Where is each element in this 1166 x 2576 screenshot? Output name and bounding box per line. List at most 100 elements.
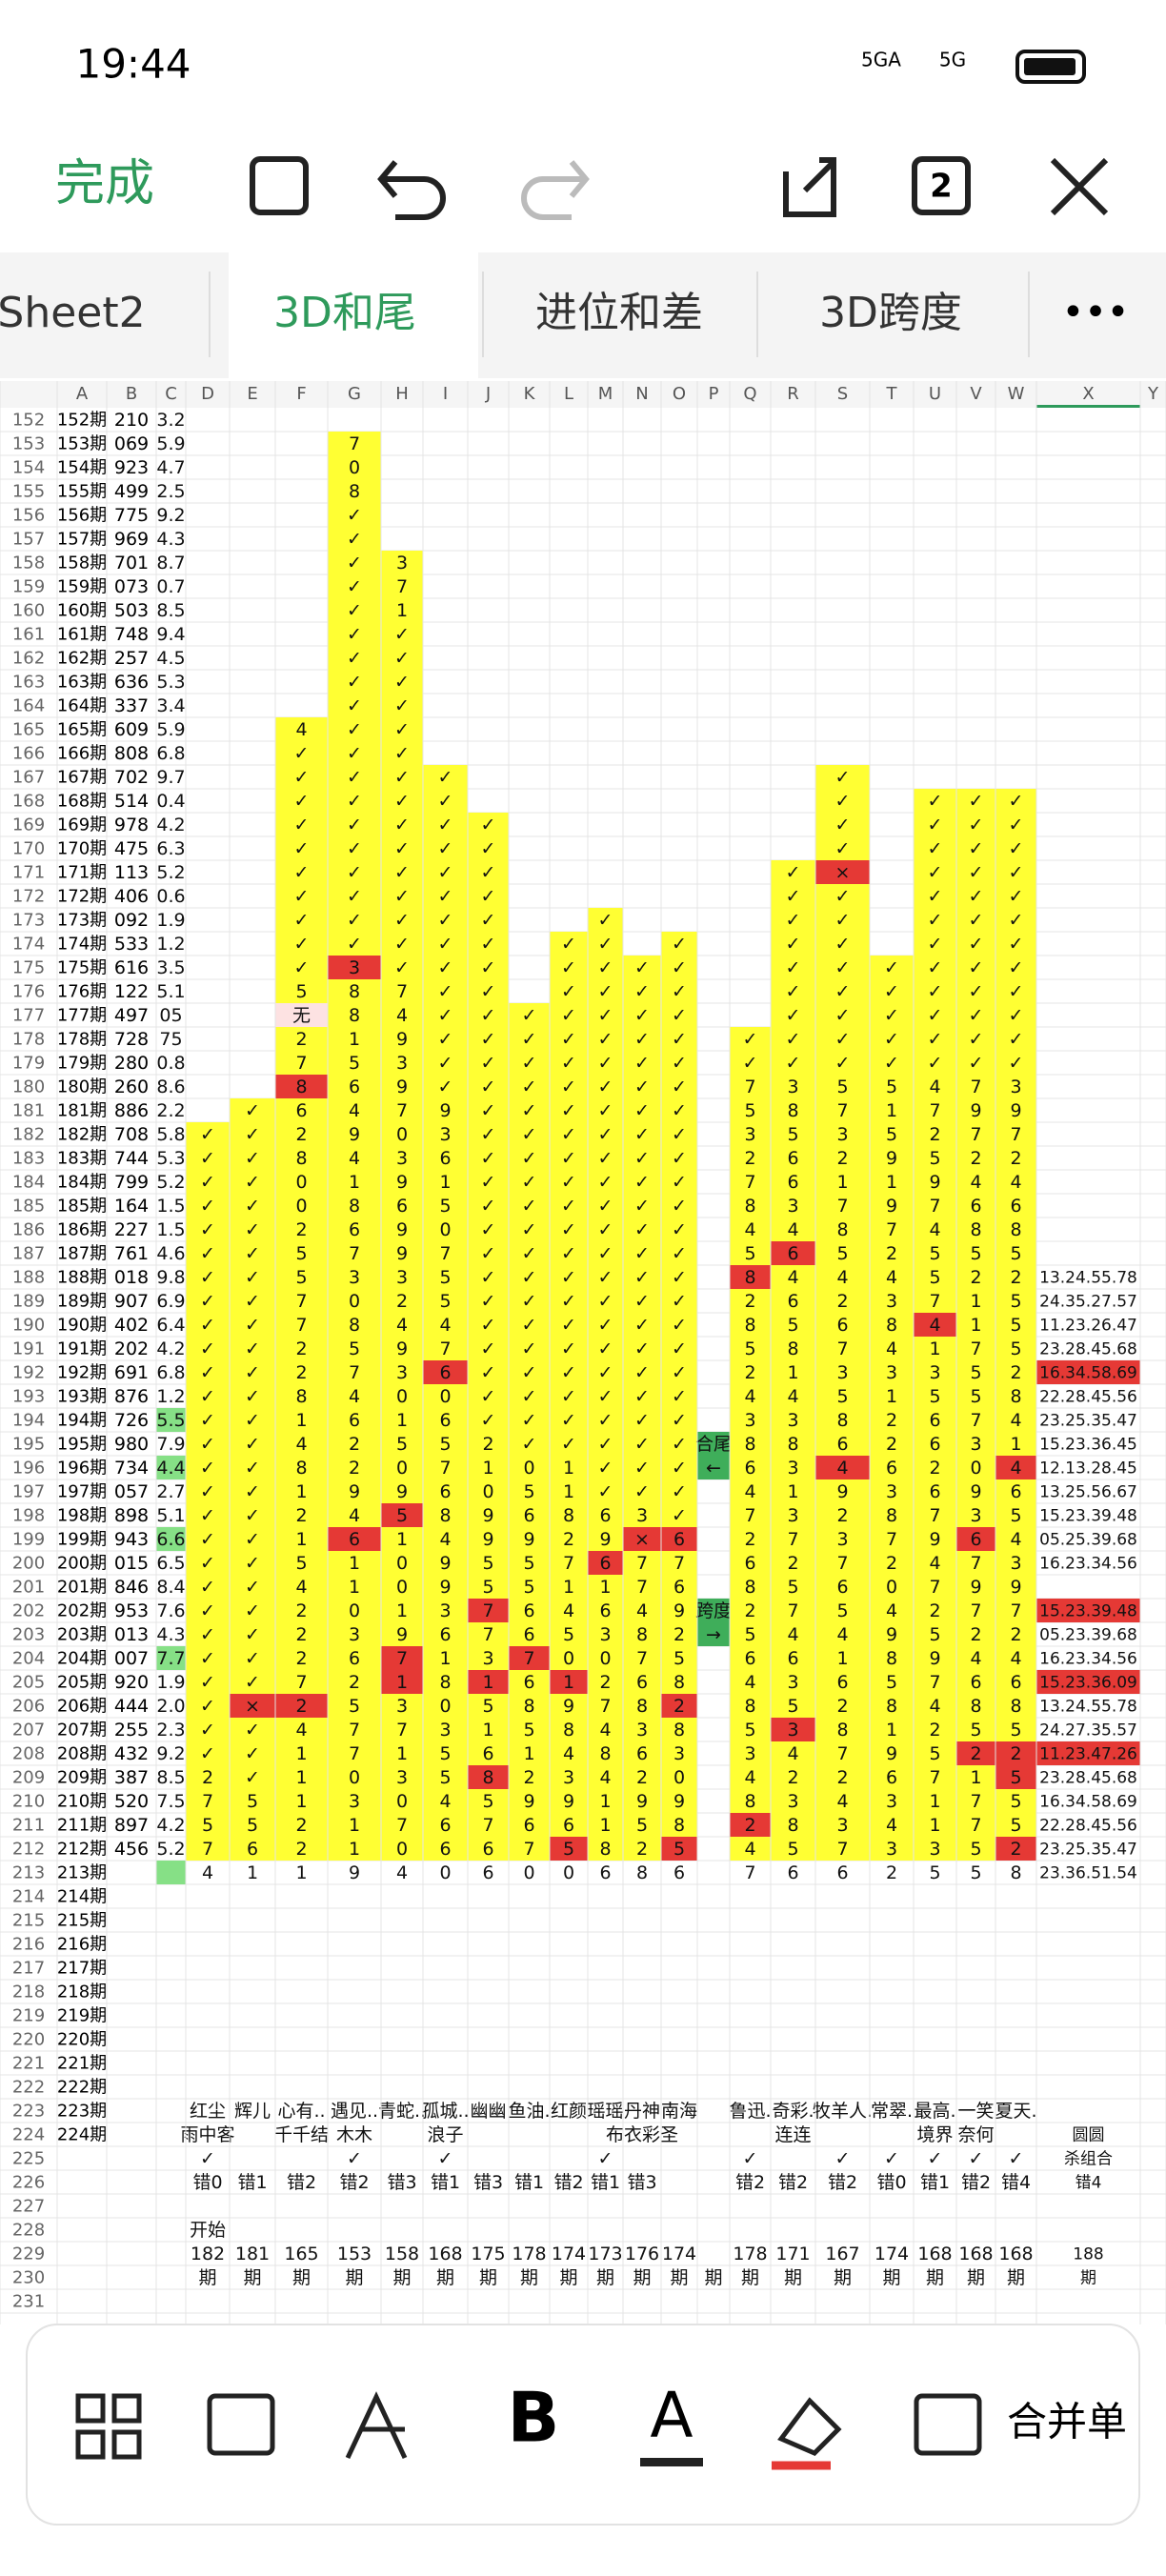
cell: 9 <box>929 1648 940 1669</box>
cell: 16.23.34.56 <box>1039 1650 1137 1669</box>
row-number: 184 <box>12 1173 45 1193</box>
cell: ✓ <box>672 1362 687 1383</box>
period: 181期 <box>57 1101 107 1121</box>
draw-number: 923 <box>114 457 149 478</box>
cell: 5 <box>523 1553 534 1574</box>
cell: 3 <box>396 1267 408 1288</box>
cell: 05.25.39.68 <box>1039 1531 1137 1550</box>
cell: ✓ <box>561 1148 576 1169</box>
cell: 0 <box>396 1386 408 1407</box>
row-number: 207 <box>12 1721 45 1741</box>
cell: 6 <box>599 1505 611 1526</box>
cell: 1 <box>295 1743 307 1764</box>
cell: 13.24.55.78 <box>1039 1269 1137 1288</box>
cell: 168 <box>958 2244 993 2264</box>
cell-fill <box>550 1027 588 1051</box>
cell: 2 <box>523 1767 534 1788</box>
cell: 178 <box>733 2244 767 2264</box>
cell-fill <box>381 860 423 884</box>
cell: ✓ <box>200 1148 215 1169</box>
cell: 2.5 <box>156 481 185 502</box>
cell: 8 <box>886 1315 897 1336</box>
cell: ✓ <box>598 1481 613 1502</box>
cell: 4 <box>744 1672 755 1693</box>
cell: 0 <box>396 1124 408 1145</box>
sheets-icon[interactable] <box>912 156 971 215</box>
cell: ✓ <box>522 1219 537 1240</box>
clock: 19:44 <box>75 41 191 88</box>
cell: ✓ <box>928 886 943 907</box>
cell: 22.28.45.56 <box>1039 1388 1137 1407</box>
cell: 4.6 <box>156 1243 185 1264</box>
cell-fill <box>423 1051 468 1075</box>
cell: 3 <box>836 1362 848 1383</box>
more-tabs[interactable]: ••• <box>1062 291 1130 334</box>
cell-fill <box>186 1122 230 1146</box>
share-icon[interactable] <box>783 157 836 217</box>
cell: 7 <box>836 1553 848 1574</box>
bold-button[interactable]: B <box>508 2378 560 2458</box>
cell: 5 <box>247 1791 258 1812</box>
cell: 6 <box>599 1862 611 1883</box>
cell: ✓ <box>835 838 851 859</box>
cell-fill <box>815 1075 870 1098</box>
cell: 最高. <box>914 2101 955 2122</box>
cell: 5 <box>1010 1505 1021 1526</box>
cell-fill <box>588 1122 623 1146</box>
cell-fill <box>956 1003 995 1027</box>
redo-icon[interactable] <box>521 160 590 220</box>
cell-fill <box>423 932 468 956</box>
cell: 圆圆 <box>1073 2126 1105 2145</box>
cell: 9 <box>349 1481 360 1502</box>
cell-fill <box>468 956 509 979</box>
row-number: 156 <box>12 506 45 526</box>
sheet-tab[interactable]: Sheet2 <box>0 289 146 337</box>
cell: ✓ <box>394 791 410 812</box>
cell: 期 <box>198 2267 216 2288</box>
cell: ✓ <box>394 767 410 788</box>
cell: 1 <box>886 1100 897 1121</box>
cell-fill <box>914 860 956 884</box>
cell: 7 <box>929 1767 940 1788</box>
cell: ✓ <box>928 815 943 835</box>
cell: 8 <box>744 1696 755 1717</box>
cell: 4 <box>886 1267 897 1288</box>
cell: 8 <box>523 1696 534 1717</box>
sheet-tab[interactable]: 3D和尾 <box>273 289 416 337</box>
cell: 6 <box>836 1862 848 1883</box>
cell: 8.5 <box>156 1767 185 1788</box>
cell: ✓ <box>294 910 310 931</box>
cell: 5 <box>396 1505 408 1526</box>
cell-fill <box>995 1075 1036 1098</box>
cell: ✓ <box>245 1196 260 1217</box>
cell: ✓ <box>245 1720 260 1741</box>
cell: 5.2 <box>156 1839 185 1860</box>
cell: ✓ <box>634 1219 650 1240</box>
cell: 8 <box>673 1720 685 1741</box>
cell: 7 <box>563 1553 574 1574</box>
cell: ✓ <box>743 1029 758 1050</box>
save-icon[interactable] <box>250 156 309 215</box>
cell: ✓ <box>928 910 943 931</box>
draw-number: 969 <box>114 529 149 550</box>
cell: ✓ <box>634 1386 650 1407</box>
cell: 3 <box>349 957 360 978</box>
cell: 6 <box>787 1648 798 1669</box>
sheet-tab[interactable]: 进位和差 <box>535 289 703 337</box>
cell: ✓ <box>598 1124 613 1145</box>
sheet-tab[interactable]: 3D跨度 <box>819 289 962 337</box>
cell-fill <box>588 1146 623 1170</box>
merge-button[interactable]: 合并单 <box>1007 2399 1127 2445</box>
cell: ✓ <box>200 1648 215 1669</box>
cell: ✓ <box>294 957 310 978</box>
close-icon[interactable] <box>1050 157 1109 216</box>
cell: ✓ <box>438 767 453 788</box>
cell-fill <box>381 717 423 741</box>
undo-icon[interactable] <box>377 160 446 220</box>
done-button[interactable]: 完成 <box>55 155 154 212</box>
cell: 错2 <box>553 2172 583 2193</box>
period: 195期 <box>57 1435 107 1455</box>
period: 202期 <box>57 1601 107 1621</box>
cell: 9 <box>563 1791 574 1812</box>
font-color-button[interactable]: A <box>650 2379 693 2452</box>
